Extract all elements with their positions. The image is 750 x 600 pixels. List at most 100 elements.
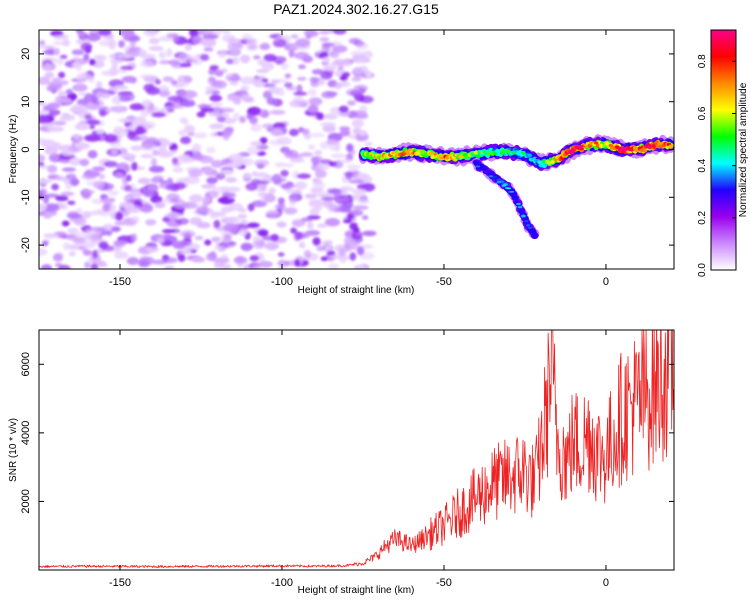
noise-blob [209,123,224,130]
noise-blob [284,73,292,79]
noise-blob [184,124,195,134]
noise-blob [199,54,210,61]
noise-blob [69,157,82,166]
noise-blob [246,222,260,229]
noise-blob [241,93,252,99]
noise-blob [133,116,147,126]
noise-blob [347,209,364,217]
noise-blob [238,228,248,236]
noise-blob [237,213,247,219]
branch-mark [517,206,523,209]
noise-blob [124,166,131,173]
noise-blob [207,208,214,215]
noise-blob [203,47,214,52]
noise-blob [180,136,192,145]
noise-blob [204,239,212,246]
noise-blob [204,90,213,96]
snr-y-ticks: 2000 4000 6000 [20,352,674,514]
noise-blob [326,139,338,145]
noise-blob [39,188,48,196]
noise-blob [339,76,347,81]
noise-blob [357,130,368,136]
noise-blob [284,207,297,215]
noise-blob [196,222,211,229]
noise-blob [45,45,55,50]
noise-blob [295,38,311,48]
noise-blob [281,183,291,190]
noise-blob [270,128,284,137]
noise-blob [58,264,71,269]
noise-blob [269,139,284,146]
noise-blob [287,189,301,194]
noise-blob [307,104,319,114]
snr-background [39,330,674,570]
spectrogram-y-tick-label: 0 [20,146,32,152]
noise-blob [333,58,346,65]
noise-blob [146,246,160,253]
noise-blob [208,111,221,116]
noise-blob [100,245,115,252]
noise-blob [319,37,330,42]
noise-blob [254,159,270,167]
noise-blob [346,143,354,152]
branch-mark [518,208,525,212]
colorbar-tick-label: 0.6 [697,106,708,120]
noise-blob [271,87,284,92]
ridge-mark [593,141,599,145]
noise-blob [340,185,354,192]
noise-blob [65,88,73,95]
noise-blob [157,151,174,158]
noise-blob [259,137,268,144]
noise-blob [365,70,373,79]
noise-blob [294,258,301,267]
noise-blob [103,160,118,168]
ridge-mark [475,154,481,158]
noise-blob [310,80,320,88]
noise-blob [179,230,196,238]
noise-blob [69,177,80,187]
branch-mark [527,227,533,229]
noise-blob [43,233,59,239]
noise-blob [158,89,171,97]
noise-blob [339,129,351,137]
noise-blob [140,134,149,143]
noise-blob [294,181,307,190]
noise-blob [91,166,106,172]
noise-blob [351,188,367,194]
noise-blob [250,123,262,132]
noise-blob [178,129,187,136]
noise-blob [155,79,161,85]
noise-blob [46,164,58,174]
spectrogram-y-axis-label: Frequency (Hz) [8,115,19,184]
noise-blob [356,58,370,64]
noise-blob [214,257,230,264]
noise-blob [46,102,60,110]
noise-blob [179,62,192,68]
noise-blob [54,142,62,150]
noise-blob [315,169,327,178]
ridge-mark [406,152,411,156]
noise-blob [215,69,224,77]
noise-blob [91,250,99,259]
noise-blob [109,59,125,64]
noise-blob [87,171,101,177]
noise-blob [39,43,47,49]
noise-blob [227,42,244,51]
branch-mark [481,166,488,171]
noise-blob [58,71,66,79]
noise-blob [253,79,260,86]
noise-blob [119,65,134,71]
noise-blob [67,213,84,219]
noise-blob [318,76,326,86]
noise-blob [189,58,198,64]
noise-blob [162,217,171,223]
noise-blob [95,91,111,100]
noise-blob [203,166,213,175]
noise-blob [145,219,157,226]
noise-blob [158,51,166,59]
noise-blob [209,102,224,107]
noise-blob [209,65,219,71]
noise-blob [206,146,216,154]
noise-blob [339,126,351,131]
